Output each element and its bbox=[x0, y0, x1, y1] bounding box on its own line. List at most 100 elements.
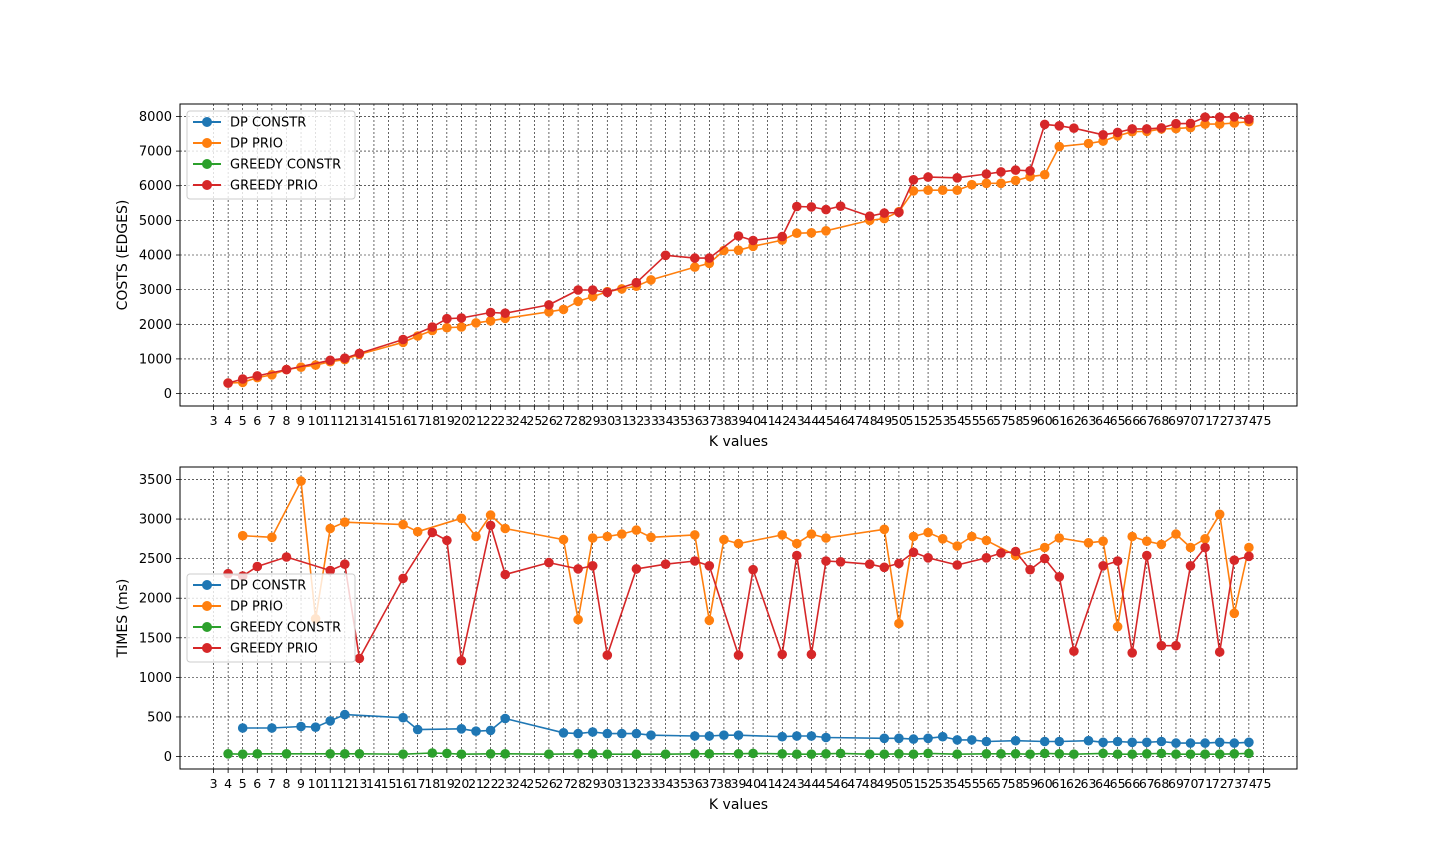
times-data-point bbox=[792, 731, 802, 741]
times-x-tick-label: 35 bbox=[672, 776, 688, 791]
times-data-point bbox=[880, 563, 890, 573]
costs-data-point bbox=[705, 253, 715, 263]
times-data-point bbox=[428, 528, 438, 538]
times-x-tick-label: 30 bbox=[599, 776, 615, 791]
times-data-point bbox=[967, 735, 977, 745]
costs-x-tick-label: 19 bbox=[439, 413, 455, 428]
times-x-tick-label: 32 bbox=[628, 776, 644, 791]
times-data-point bbox=[690, 731, 700, 741]
costs-data-point bbox=[340, 353, 350, 363]
costs-x-tick-label: 43 bbox=[789, 413, 805, 428]
costs-data-point bbox=[792, 202, 802, 212]
costs-x-tick-label: 41 bbox=[760, 413, 776, 428]
times-data-point bbox=[792, 539, 802, 549]
costs-x-tick-label: 52 bbox=[920, 413, 936, 428]
times-data-point bbox=[894, 734, 904, 744]
costs-x-tick-label: 14 bbox=[366, 413, 382, 428]
costs-x-tick-label: 62 bbox=[1066, 413, 1082, 428]
times-data-point bbox=[632, 749, 642, 759]
times-data-point bbox=[413, 725, 423, 735]
times-x-tick-label: 52 bbox=[920, 776, 936, 791]
costs-data-point bbox=[996, 179, 1006, 189]
times-data-point bbox=[457, 724, 467, 734]
times-x-tick-label: 63 bbox=[1081, 776, 1097, 791]
times-data-point bbox=[267, 723, 277, 733]
times-data-point bbox=[1157, 540, 1167, 550]
costs-data-point bbox=[894, 208, 904, 218]
costs-data-point bbox=[1127, 124, 1137, 134]
costs-data-point bbox=[559, 305, 569, 315]
costs-data-point bbox=[282, 365, 292, 375]
costs-data-point bbox=[471, 318, 481, 328]
times-data-point bbox=[894, 749, 904, 759]
times-data-point bbox=[398, 749, 408, 759]
costs-data-point bbox=[1171, 119, 1181, 129]
times-data-point bbox=[1230, 555, 1240, 565]
costs-x-tick-label: 68 bbox=[1153, 413, 1169, 428]
times-x-tick-label: 27 bbox=[556, 776, 572, 791]
costs-data-point bbox=[923, 172, 933, 182]
times-x-tick-label: 50 bbox=[891, 776, 907, 791]
times-data-point bbox=[952, 541, 962, 551]
times-data-point bbox=[1055, 749, 1065, 759]
costs-data-point bbox=[486, 316, 496, 326]
costs-x-tick-label: 75 bbox=[1256, 413, 1272, 428]
costs-legend-label: DP CONSTR bbox=[230, 116, 306, 131]
costs-data-point bbox=[1011, 165, 1021, 175]
times-x-tick-label: 12 bbox=[337, 776, 353, 791]
costs-x-tick-label: 11 bbox=[322, 413, 338, 428]
costs-data-point bbox=[661, 251, 671, 261]
times-x-tick-label: 67 bbox=[1139, 776, 1155, 791]
costs-x-tick-label: 29 bbox=[585, 413, 601, 428]
costs-data-point bbox=[1113, 128, 1123, 138]
times-data-point bbox=[311, 722, 321, 732]
costs-x-tick-label: 8 bbox=[282, 413, 290, 428]
costs-x-tick-label: 15 bbox=[381, 413, 397, 428]
times-data-point bbox=[500, 714, 510, 724]
times-x-tick-label: 31 bbox=[614, 776, 630, 791]
times-x-tick-label: 74 bbox=[1241, 776, 1257, 791]
costs-data-point bbox=[355, 349, 365, 359]
times-data-point bbox=[486, 510, 496, 520]
costs-x-tick-label: 28 bbox=[570, 413, 586, 428]
times-data-point bbox=[748, 565, 758, 575]
times-data-point bbox=[880, 734, 890, 744]
times-x-tick-label: 34 bbox=[658, 776, 674, 791]
costs-data-point bbox=[603, 288, 613, 298]
times-data-point bbox=[486, 749, 496, 759]
times-data-point bbox=[1055, 533, 1065, 543]
times-x-tick-label: 66 bbox=[1124, 776, 1140, 791]
times-data-point bbox=[996, 548, 1006, 558]
times-data-point bbox=[734, 650, 744, 660]
times-data-point bbox=[340, 559, 350, 569]
costs-x-tick-label: 59 bbox=[1022, 413, 1038, 428]
times-x-tick-label: 42 bbox=[774, 776, 790, 791]
times-data-point bbox=[1215, 647, 1225, 657]
times-data-point bbox=[325, 524, 335, 534]
costs-y-tick-label: 0 bbox=[164, 387, 172, 402]
costs-y-tick-label: 7000 bbox=[139, 145, 172, 160]
costs-data-point bbox=[938, 185, 948, 195]
times-data-point bbox=[617, 529, 627, 539]
times-x-tick-label: 60 bbox=[1037, 776, 1053, 791]
times-x-tick-label: 48 bbox=[862, 776, 878, 791]
costs-x-tick-label: 16 bbox=[395, 413, 411, 428]
times-data-point bbox=[1186, 749, 1196, 759]
times-x-tick-label: 20 bbox=[453, 776, 469, 791]
times-data-point bbox=[486, 521, 496, 531]
costs-x-tick-label: 72 bbox=[1212, 413, 1228, 428]
times-data-point bbox=[1127, 738, 1137, 748]
costs-data-point bbox=[821, 226, 831, 236]
times-x-tick-label: 43 bbox=[789, 776, 805, 791]
times-x-tick-label: 33 bbox=[643, 776, 659, 791]
times-data-point bbox=[690, 556, 700, 566]
times-data-point bbox=[777, 732, 787, 742]
costs-data-point bbox=[588, 285, 598, 295]
times-data-point bbox=[880, 749, 890, 759]
times-x-tick-label: 29 bbox=[585, 776, 601, 791]
times-x-tick-label: 19 bbox=[439, 776, 455, 791]
times-data-point bbox=[1157, 641, 1167, 651]
costs-x-tick-label: 71 bbox=[1197, 413, 1213, 428]
times-data-point bbox=[1055, 572, 1065, 582]
